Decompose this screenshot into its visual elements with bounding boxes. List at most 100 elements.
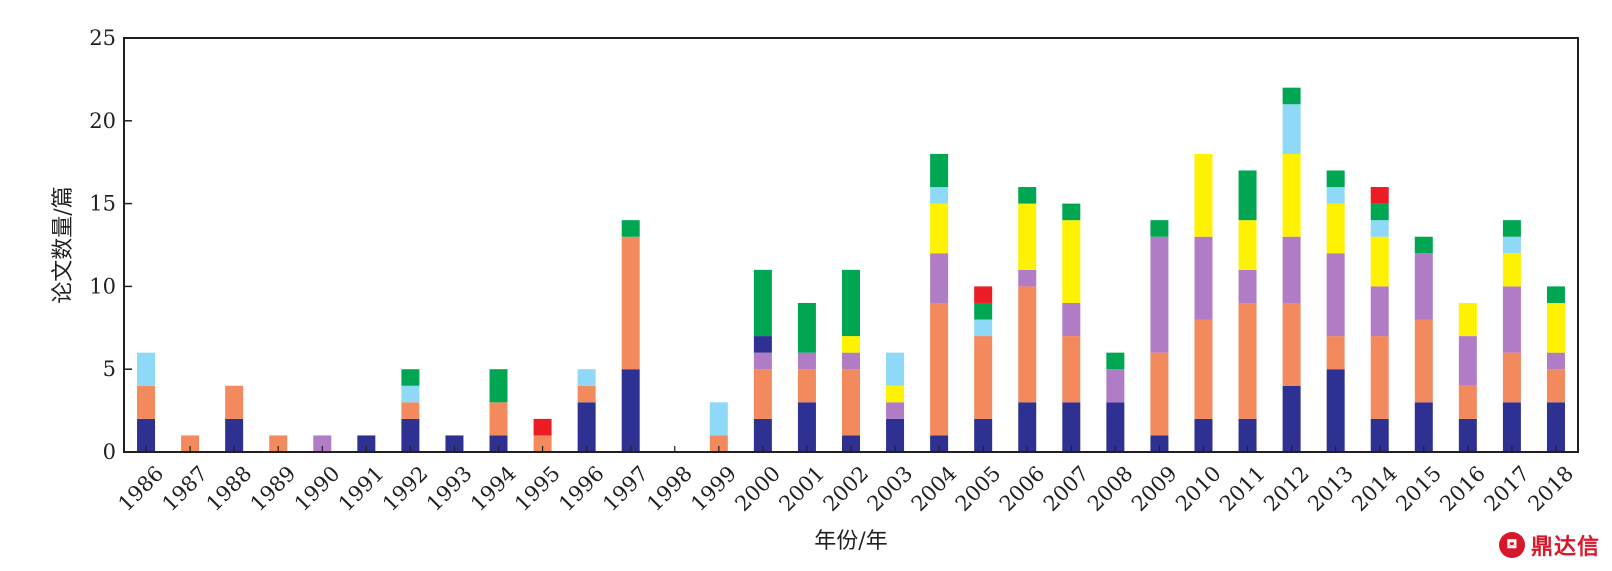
bar-segment-2002-s1 bbox=[842, 369, 860, 436]
x-tick-label-2009: 2009 bbox=[1127, 461, 1182, 516]
bar-segment-2006-s0 bbox=[1018, 402, 1037, 452]
bar-segment-2002-s0 bbox=[842, 435, 860, 452]
bar-segment-2014-s0 bbox=[1370, 418, 1389, 452]
bar-segment-2000-s2 bbox=[753, 352, 772, 370]
bar-segment-2007-s0 bbox=[1062, 402, 1081, 452]
bar-segment-1999-s1 bbox=[709, 435, 728, 452]
bar-segment-2007-s6 bbox=[1062, 203, 1081, 221]
bar-segment-2014-s6 bbox=[1370, 203, 1389, 221]
y-tick-label: 0 bbox=[103, 440, 116, 464]
x-tick-label-2008: 2008 bbox=[1083, 461, 1138, 516]
bar-segment-2014-s1 bbox=[1370, 336, 1389, 419]
bar-segment-1992-s6 bbox=[401, 369, 420, 386]
bar-segment-2010-s2 bbox=[1194, 236, 1213, 320]
x-tick-label-2002: 2002 bbox=[819, 461, 874, 516]
bar-segment-2015-s6 bbox=[1414, 236, 1433, 254]
y-ticks-group: 0 5 10 15 20 25 bbox=[89, 26, 132, 464]
bar-segment-2015-s1 bbox=[1414, 319, 1433, 403]
bar-segment-2018-s2 bbox=[1546, 352, 1565, 370]
y-tick-label: 5 bbox=[103, 357, 116, 381]
bar-segment-1991-s0 bbox=[357, 435, 376, 452]
bar-segment-2015-s0 bbox=[1414, 402, 1433, 452]
bar-segment-1989-s1 bbox=[269, 435, 288, 452]
bar-segment-2012-s5 bbox=[1282, 104, 1301, 154]
bar-segment-2014-s4 bbox=[1370, 236, 1389, 287]
bar-segment-2009-s6 bbox=[1150, 220, 1169, 237]
x-tick-label-1998: 1998 bbox=[642, 461, 697, 516]
y-axis-title: 论文数量/篇 bbox=[51, 186, 76, 303]
x-tick-label-1994: 1994 bbox=[466, 461, 521, 516]
bar-segment-2008-s6 bbox=[1106, 352, 1125, 370]
x-tick-label-1996: 1996 bbox=[554, 461, 609, 516]
bar-segment-1997-s1 bbox=[621, 236, 640, 370]
bar-segment-2003-s4 bbox=[886, 385, 905, 403]
bar-segment-2000-s0 bbox=[753, 418, 772, 452]
bar-segment-2013-s6 bbox=[1326, 170, 1345, 188]
bar-segment-2001-s6 bbox=[797, 302, 816, 353]
x-tick-label-1999: 1999 bbox=[686, 461, 741, 516]
bar-segment-2011-s6 bbox=[1238, 170, 1257, 221]
bar-segment-2018-s1 bbox=[1546, 369, 1565, 403]
x-tick-label-2017: 2017 bbox=[1479, 461, 1534, 516]
bar-segment-2012-s0 bbox=[1282, 385, 1301, 452]
bar-segment-2008-s2 bbox=[1106, 369, 1125, 403]
bar-segment-2012-s2 bbox=[1282, 236, 1301, 303]
watermark-text: 鼎达信 bbox=[1530, 535, 1600, 560]
bar-segment-2012-s6 bbox=[1282, 87, 1301, 105]
bar-segment-2011-s2 bbox=[1238, 269, 1257, 303]
bar-segment-2009-s0 bbox=[1150, 435, 1169, 452]
bar-segment-2016-s4 bbox=[1458, 302, 1477, 337]
x-tick-label-2012: 2012 bbox=[1259, 461, 1314, 516]
x-tick-label-2003: 2003 bbox=[863, 461, 918, 516]
bar-segment-2004-s1 bbox=[930, 302, 949, 436]
bar-segment-2010-s4 bbox=[1194, 153, 1213, 237]
x-tick-label-2010: 2010 bbox=[1171, 461, 1226, 516]
x-tick-label-2001: 2001 bbox=[774, 461, 829, 516]
x-tick-label-1992: 1992 bbox=[378, 461, 433, 516]
bar-segment-2010-s1 bbox=[1194, 319, 1213, 419]
bar-segment-2003-s0 bbox=[886, 418, 905, 452]
bar-segment-2004-s6 bbox=[930, 153, 949, 188]
plot-frame bbox=[123, 37, 1579, 453]
bar-segment-1993-s0 bbox=[445, 435, 464, 452]
bars-group bbox=[137, 87, 1565, 452]
bar-segment-2001-s2 bbox=[797, 352, 816, 370]
bar-segment-2005-s0 bbox=[974, 418, 993, 452]
bar-segment-2005-s7 bbox=[974, 286, 993, 303]
bar-segment-2003-s2 bbox=[886, 402, 905, 419]
x-tick-label-2014: 2014 bbox=[1347, 461, 1402, 516]
x-tick-label-1986: 1986 bbox=[114, 461, 169, 516]
bar-segment-1990-s2 bbox=[313, 435, 332, 452]
bar-segment-2018-s6 bbox=[1546, 286, 1565, 303]
bar-segment-2014-s2 bbox=[1370, 286, 1389, 337]
bar-segment-1996-s5 bbox=[577, 369, 596, 386]
x-tick-label-1988: 1988 bbox=[202, 461, 257, 516]
bar-segment-2012-s1 bbox=[1282, 302, 1301, 386]
x-tick-label-2005: 2005 bbox=[951, 461, 1006, 516]
bar-segment-2005-s1 bbox=[974, 336, 993, 419]
x-tick-label-2016: 2016 bbox=[1435, 461, 1490, 516]
bar-segment-1997-s6 bbox=[621, 220, 640, 237]
bar-segment-2011-s0 bbox=[1238, 418, 1257, 452]
bar-segment-2000-s6 bbox=[753, 269, 772, 337]
y-tick-label: 10 bbox=[89, 274, 116, 298]
bar-segment-1994-s1 bbox=[489, 402, 508, 436]
x-ticks-group: 1986198719881989199019911992199319941995… bbox=[114, 446, 1578, 516]
bar-segment-2007-s4 bbox=[1062, 220, 1081, 303]
bar-segment-2018-s4 bbox=[1546, 302, 1565, 353]
bar-segment-2013-s2 bbox=[1326, 253, 1345, 337]
x-tick-label-1991: 1991 bbox=[334, 461, 389, 516]
bar-segment-2007-s2 bbox=[1062, 302, 1081, 337]
bar-segment-2002-s6 bbox=[842, 269, 860, 337]
x-tick-label-2004: 2004 bbox=[907, 461, 962, 516]
bar-segment-2014-s5 bbox=[1370, 220, 1389, 237]
bar-segment-2009-s1 bbox=[1150, 352, 1169, 436]
x-tick-label-2000: 2000 bbox=[730, 461, 785, 516]
bar-segment-1994-s6 bbox=[489, 369, 508, 403]
bar-segment-1997-s0 bbox=[621, 369, 640, 452]
bar-segment-2001-s0 bbox=[797, 402, 816, 452]
x-tick-label-1997: 1997 bbox=[598, 461, 653, 516]
bar-segment-2004-s5 bbox=[930, 187, 949, 204]
bar-segment-1986-s5 bbox=[137, 352, 156, 386]
